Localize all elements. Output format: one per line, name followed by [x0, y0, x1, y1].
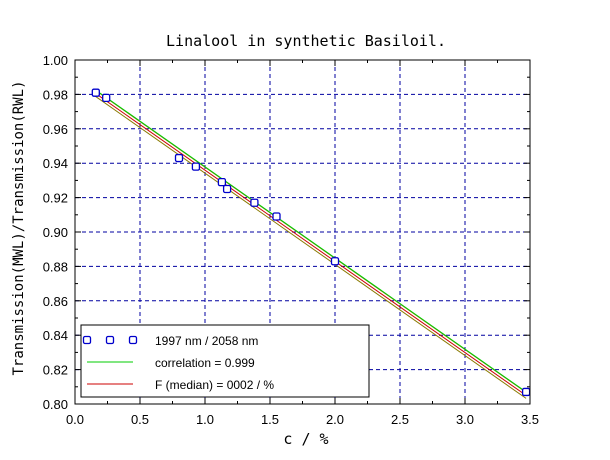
- x-tick-label: 2.0: [326, 412, 344, 427]
- x-tick-label: 0.5: [131, 412, 149, 427]
- y-tick-label: 0.90: [43, 225, 68, 240]
- y-tick-label: 1.00: [43, 53, 68, 68]
- legend-marker-points: [105, 335, 115, 345]
- data-point: [222, 184, 232, 194]
- x-tick-label: 2.5: [391, 412, 409, 427]
- y-axis-ticks: 0.80 0.82 0.84 0.86 0.88 0.90 0.92 0.94 0.96 0.98…: [43, 53, 530, 412]
- data-point: [102, 93, 111, 102]
- data-point: [91, 88, 100, 97]
- legend: 1997 nm / 2058 nm correlation = 0.999 F (m…: [80, 324, 370, 398]
- legend-box: [80, 324, 370, 398]
- y-axis-label: Transmission(MWL)/Transmission(RWL): [11, 80, 27, 375]
- y-tick-label: 0.98: [43, 87, 68, 102]
- data-point: [191, 162, 201, 171]
- y-tick-label: 0.92: [43, 191, 68, 206]
- fit-lines: [94, 88, 527, 396]
- legend-label: F (median) = 0002 / %: [155, 378, 274, 392]
- x-tick-label: 3.0: [456, 412, 474, 427]
- data-point: [250, 198, 259, 207]
- y-tick-label: 0.88: [43, 259, 68, 274]
- data-point: [330, 257, 340, 266]
- legend-marker-points: [82, 335, 92, 345]
- y-tick-label: 0.82: [43, 363, 68, 378]
- y-tick-label: 0.80: [43, 397, 68, 412]
- data-point: [174, 153, 184, 163]
- x-tick-label: 0.0: [66, 412, 84, 427]
- legend-label: 1997 nm / 2058 nm: [155, 334, 258, 348]
- y-tick-label: 0.94: [43, 156, 68, 171]
- correlation-line: [94, 88, 527, 393]
- y-tick-label: 0.84: [43, 328, 68, 343]
- confidence-band-line: [94, 95, 527, 399]
- data-point: [521, 387, 531, 397]
- y-tick-label: 0.96: [43, 122, 68, 137]
- legend-marker-points: [128, 335, 138, 345]
- chart-title: Linalool in synthetic Basiloil.: [166, 32, 446, 50]
- x-tick-label: 1.5: [261, 412, 279, 427]
- x-tick-label: 3.5: [521, 412, 539, 427]
- x-tick-label: 1.0: [196, 412, 214, 427]
- x-axis-label: c / %: [283, 430, 328, 448]
- median-fit-line: [94, 92, 527, 396]
- data-point: [272, 212, 281, 221]
- legend-label: correlation = 0.999: [155, 356, 255, 370]
- data-point: [217, 177, 227, 187]
- data-points: [91, 88, 531, 397]
- x-axis-ticks: 0.0 0.5 1.0 1.5 2.0 2.5 3.0 3.5: [66, 60, 539, 427]
- y-tick-label: 0.86: [43, 294, 68, 309]
